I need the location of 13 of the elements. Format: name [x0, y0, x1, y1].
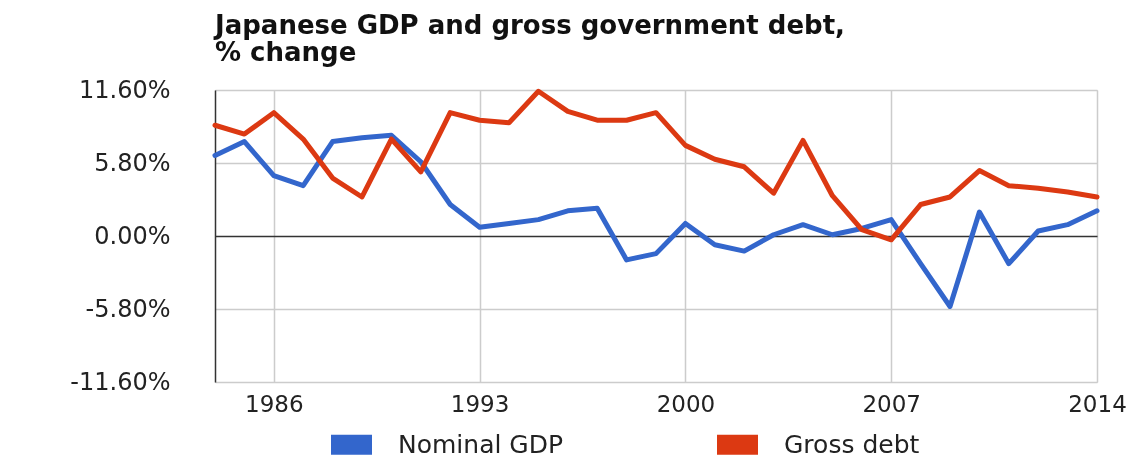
- legend-label: Nominal GDP: [398, 429, 564, 458]
- x-tick-label: 1993: [450, 390, 510, 417]
- y-tick-label: 11.60%: [78, 75, 171, 104]
- x-tick-label: 2000: [656, 390, 716, 417]
- y-tick-label: -11.60%: [70, 367, 171, 396]
- legend-label: Gross debt: [784, 429, 920, 458]
- y-tick-label: -5.80%: [85, 294, 171, 323]
- x-tick-label: 1986: [245, 390, 304, 417]
- x-tick-label: 2007: [862, 390, 921, 417]
- x-tick-label: 2014: [1068, 390, 1127, 417]
- chart-title: Japanese GDP and gross government debt, % change: [213, 10, 845, 67]
- y-tick-label: 0.00%: [94, 221, 171, 250]
- y-tick-label: 5.80%: [94, 148, 171, 177]
